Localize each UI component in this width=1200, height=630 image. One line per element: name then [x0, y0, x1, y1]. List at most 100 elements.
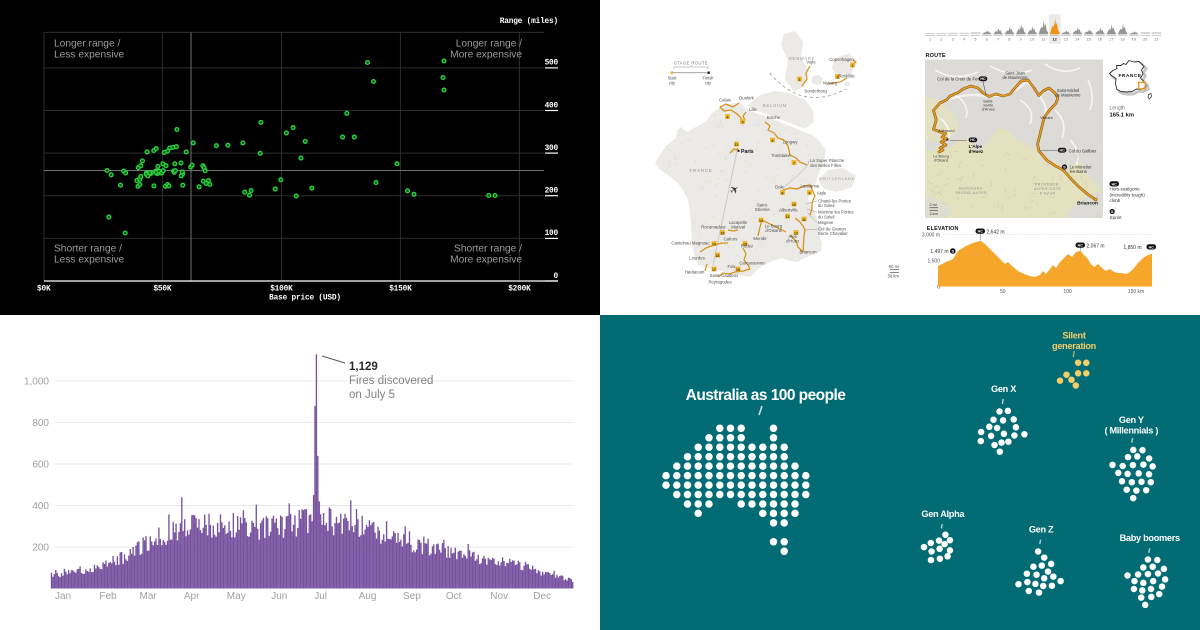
svg-text:Binche: Binche [767, 115, 781, 120]
svg-text:Lourdes: Lourdes [689, 256, 705, 261]
svg-text:Lille: Lille [749, 107, 757, 112]
svg-text:20: 20 [721, 232, 725, 236]
svg-text:Sep: Sep [403, 591, 421, 602]
svg-text:Valloire: Valloire [1040, 115, 1053, 120]
svg-text:HC: HC [970, 138, 976, 142]
svg-text:HC: HC [1059, 148, 1065, 152]
svg-text:13: 13 [786, 215, 790, 219]
svg-text:de Maurienne: de Maurienne [1002, 75, 1028, 80]
svg-text:8: 8 [782, 192, 784, 196]
svg-text:19: 19 [712, 243, 716, 247]
svg-text:Silent: Silent [1062, 331, 1085, 341]
svg-text:Dole: Dole [775, 185, 784, 190]
svg-text:18: 18 [1120, 36, 1125, 41]
svg-text:1,500: 1,500 [927, 259, 940, 265]
svg-text:d'Oisans: d'Oisans [934, 159, 949, 163]
svg-text:Gen X: Gen X [991, 384, 1017, 394]
svg-text:Mar: Mar [140, 591, 158, 602]
svg-text:du Soleil: du Soleil [818, 214, 835, 219]
svg-text:FRANCE: FRANCE [1119, 73, 1142, 79]
svg-text:12: 12 [794, 232, 798, 236]
svg-text:$50K: $50K [153, 286, 171, 294]
svg-text:ELEVATION: ELEVATION [927, 226, 959, 232]
svg-text:5: 5 [742, 121, 744, 125]
svg-text:Briancon: Briancon [1077, 201, 1098, 207]
svg-text:Calais: Calais [719, 98, 731, 103]
svg-text:3: 3 [952, 36, 955, 41]
svg-text:Cahors: Cahors [724, 237, 738, 242]
svg-text:Less expensive: Less expensive [54, 255, 125, 266]
svg-text:Castelnau Magnoac: Castelnau Magnoac [671, 241, 710, 246]
svg-text:Base price (USD): Base price (USD) [269, 295, 341, 303]
svg-text:on July 5: on July 5 [349, 389, 395, 401]
svg-text:Less expensive: Less expensive [54, 50, 125, 61]
svg-text:3,000 m: 3,000 m [922, 233, 940, 239]
svg-text:Megeve: Megeve [818, 220, 834, 225]
svg-text:Morzine les Portes: Morzine les Portes [818, 210, 854, 215]
svg-text:50 mi: 50 mi [889, 264, 899, 269]
svg-text:7: 7 [793, 162, 795, 166]
svg-text:8: 8 [1008, 36, 1011, 41]
svg-text:Le Bourg: Le Bourg [765, 224, 783, 229]
svg-text:15: 15 [743, 243, 747, 247]
svg-text:ROUTE: ROUTE [926, 53, 946, 59]
svg-text:La Super Planche: La Super Planche [810, 158, 845, 163]
svg-text:Aug: Aug [359, 591, 377, 602]
svg-text:800: 800 [32, 418, 49, 429]
svg-text:7: 7 [997, 36, 1000, 41]
svg-text:2 mi: 2 mi [930, 203, 937, 207]
svg-text:165.1 km: 165.1 km [1110, 113, 1135, 119]
svg-text:Carcassonne: Carcassonne [739, 261, 765, 266]
svg-text:BELGIUM: BELGIUM [763, 103, 787, 108]
svg-text:Mende: Mende [753, 236, 767, 241]
svg-text:9: 9 [809, 192, 811, 196]
svg-text:Col du Galibier: Col du Galibier [1069, 148, 1097, 153]
svg-text:1: 1 [929, 36, 932, 41]
svg-text:Shorter range /: Shorter range / [54, 244, 122, 255]
svg-text:2,067 m: 2,067 m [1087, 244, 1105, 250]
svg-text:RHONE-ALPES: RHONE-ALPES [956, 191, 987, 195]
svg-text:Sonderborg: Sonderborg [804, 89, 827, 94]
svg-text:d'Huez: d'Huez [969, 149, 984, 154]
svg-text:Dunkirk: Dunkirk [739, 96, 754, 101]
svg-text:More expensive: More expensive [450, 50, 522, 61]
svg-text:S: S [1111, 209, 1114, 214]
svg-text:19: 19 [1132, 36, 1137, 41]
svg-text:Chatel-les Portes: Chatel-les Portes [818, 198, 851, 203]
svg-text:Oct: Oct [446, 591, 462, 602]
svg-text:200: 200 [32, 543, 49, 554]
svg-text:Lausanne: Lausanne [801, 184, 820, 189]
svg-text:HC: HC [980, 77, 986, 81]
svg-text:Serre Chevalier: Serre Chevalier [818, 231, 848, 236]
svg-text:10: 10 [792, 203, 796, 207]
svg-text:Nov: Nov [490, 591, 508, 602]
svg-text:2: 2 [837, 76, 839, 80]
svg-text:du Soleil: du Soleil [818, 203, 835, 208]
svg-text:Length: Length [1110, 106, 1126, 112]
svg-text:d'Arves: d'Arves [982, 107, 995, 112]
svg-text:Rocamadour: Rocamadour [701, 225, 726, 230]
svg-text:Jan: Jan [55, 591, 71, 602]
svg-text:1: 1 [852, 64, 854, 68]
svg-text:Shorter range /: Shorter range / [454, 244, 522, 255]
svg-text:More expensive: More expensive [450, 255, 522, 266]
svg-text:300: 300 [545, 145, 559, 153]
svg-text:17: 17 [712, 268, 716, 272]
svg-text:$100K: $100K [270, 286, 293, 294]
svg-text:$150K: $150K [389, 286, 412, 294]
svg-text:STAGE ROUTE: STAGE ROUTE [674, 61, 708, 66]
svg-text:2,642 m: 2,642 m [987, 230, 1005, 236]
svg-text:Foix: Foix [727, 264, 736, 269]
svg-text:Gen Y: Gen Y [1119, 415, 1144, 425]
svg-text:Jul: Jul [314, 591, 327, 602]
svg-text:Start: Start [668, 76, 678, 81]
svg-text:Marival: Marival [731, 224, 745, 229]
svg-text:Sprint: Sprint [1110, 215, 1123, 220]
svg-text:50: 50 [1000, 289, 1006, 295]
svg-text:21: 21 [735, 143, 739, 147]
svg-text:DENMARK: DENMARK [789, 56, 816, 61]
svg-text:18: 18 [716, 254, 720, 258]
svg-text:d'Oisans: d'Oisans [765, 228, 782, 233]
svg-text:HC: HC [1078, 244, 1084, 248]
svg-text:Fires discovered: Fires discovered [349, 375, 433, 387]
